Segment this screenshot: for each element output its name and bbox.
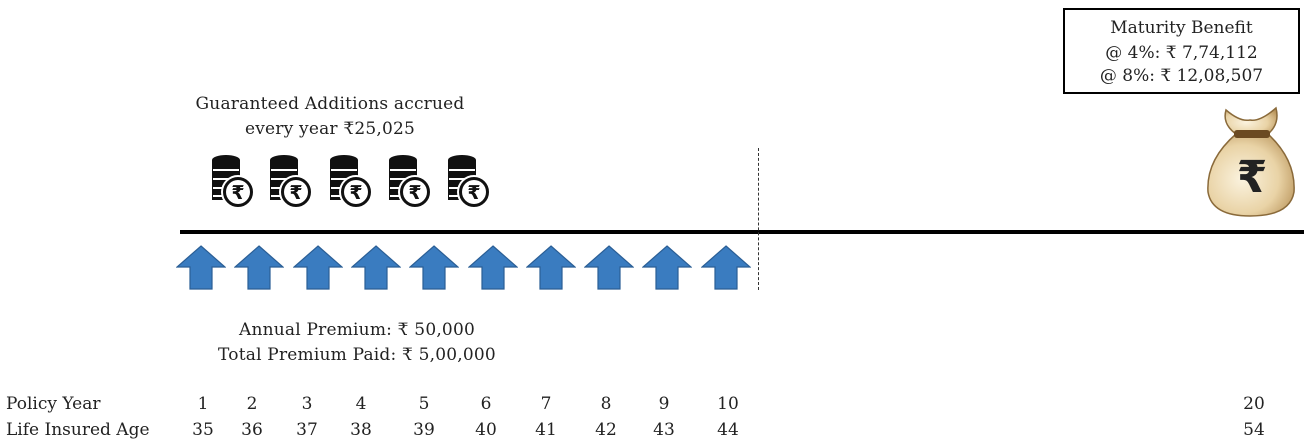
policy-year-cell: 1 (197, 394, 209, 414)
policy-year-cell: 4 (355, 394, 367, 414)
up-arrow-icon (467, 245, 518, 290)
up-arrow-icon (700, 245, 751, 290)
up-arrow-icon (642, 245, 693, 290)
age-cell: 44 (717, 420, 739, 440)
up-arrow-icon (176, 245, 226, 290)
rupee-coin-stack-icon: ₹ (389, 155, 432, 209)
policy-year-cell: 6 (480, 394, 492, 414)
age-cell: 35 (192, 420, 214, 440)
svg-text:₹: ₹ (1237, 152, 1268, 203)
up-arrow-icon (292, 245, 343, 290)
age-cell: 40 (475, 420, 497, 440)
age-cell: 43 (653, 420, 675, 440)
maturity-8pct: @ 8%: ₹ 12,08,507 (1099, 66, 1264, 86)
rupee-coin-stack-icon: ₹ (330, 155, 373, 209)
up-arrow-icon (584, 245, 635, 290)
age-cell: 54 (1243, 420, 1265, 440)
age-cell: 38 (350, 420, 372, 440)
total-premium: Total Premium Paid: ₹ 5,00,000 (218, 345, 496, 365)
svg-text:₹: ₹ (467, 182, 480, 204)
guaranteed-line-1: Guaranteed Additions accrued (195, 94, 465, 114)
svg-text:₹: ₹ (289, 182, 302, 204)
svg-text:₹: ₹ (349, 182, 362, 204)
timeline-axis (180, 230, 1304, 234)
maturity-title: Maturity Benefit (1110, 18, 1253, 38)
policy-year-cell: 8 (600, 394, 612, 414)
guaranteed-line-2: every year ₹25,025 (244, 119, 416, 139)
rupee-coin-stack-icon: ₹ (212, 155, 255, 209)
svg-text:₹: ₹ (231, 182, 244, 204)
rupee-coin-stack-icon: ₹ (270, 155, 313, 209)
up-arrow-icon (409, 245, 460, 290)
maturity-benefit-box: Maturity Benefit @ 4%: ₹ 7,74,112 @ 8%: … (1063, 8, 1300, 94)
age-cell: 36 (241, 420, 263, 440)
up-arrow-icon (525, 245, 576, 290)
policy-year-cell: 5 (418, 394, 430, 414)
policy-year-cell: 7 (540, 394, 552, 414)
age-cell: 41 (535, 420, 557, 440)
policy-year-cell: 9 (658, 394, 670, 414)
maturity-4pct: @ 4%: ₹ 7,74,112 (1105, 43, 1258, 63)
annual-premium: Annual Premium: ₹ 50,000 (239, 320, 475, 340)
age-cell: 39 (413, 420, 435, 440)
up-arrow-icon (350, 245, 401, 290)
policy-year-cell: 3 (301, 394, 313, 414)
policy-year-cell: 20 (1243, 394, 1265, 414)
policy-year-label: Policy Year (6, 394, 101, 414)
up-arrow-icon (234, 245, 285, 290)
age-cell: 37 (296, 420, 318, 440)
rupee-coin-stack-icon: ₹ (448, 155, 491, 209)
policy-year-cell: 2 (246, 394, 258, 414)
policy-year-cell: 10 (717, 394, 739, 414)
premium-term-end-marker (758, 148, 759, 290)
svg-text:₹: ₹ (408, 182, 421, 204)
rupee-money-bag-icon: ₹ (1207, 106, 1295, 217)
age-label: Life Insured Age (6, 420, 150, 440)
age-cell: 42 (595, 420, 617, 440)
